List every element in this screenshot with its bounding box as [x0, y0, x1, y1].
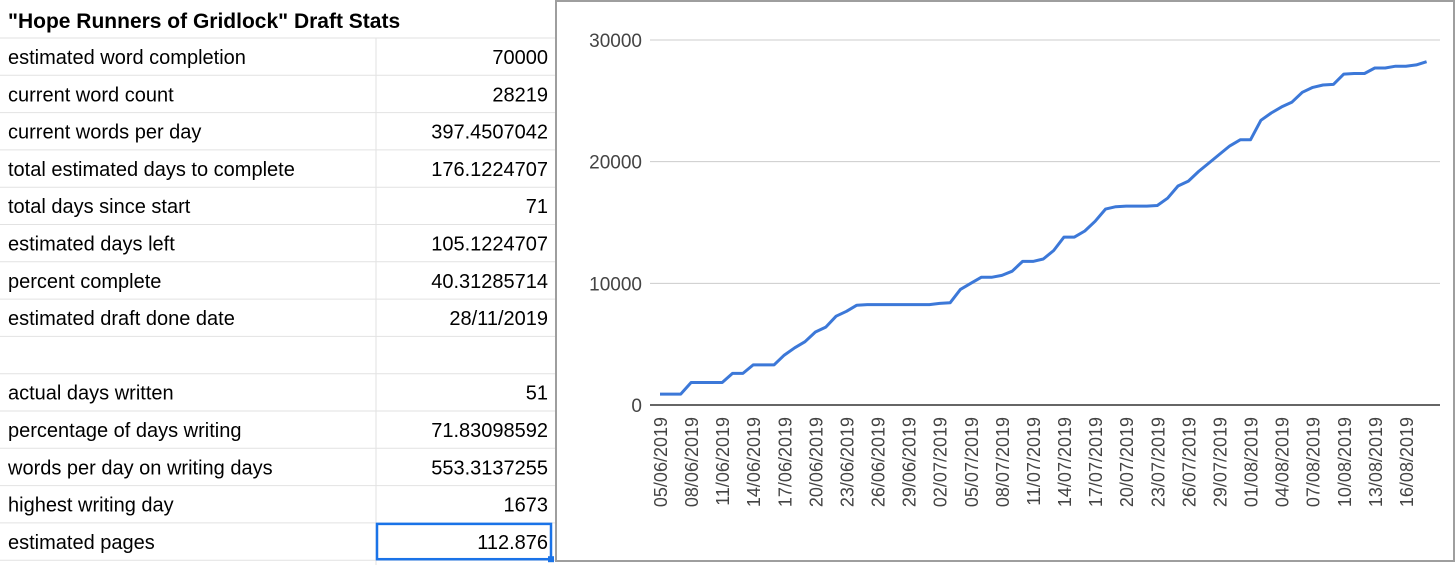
- sheet-title: "Hope Runners of Gridlock" Draft Stats: [8, 10, 400, 33]
- x-tick-label: 10/08/2019: [1335, 417, 1355, 507]
- x-tick-label: 17/07/2019: [1086, 417, 1106, 507]
- x-tick-label: 23/07/2019: [1148, 417, 1168, 507]
- row-value: 28219: [492, 84, 548, 106]
- row-value: 71.83098592: [431, 420, 548, 442]
- row-label: estimated days left: [8, 234, 175, 256]
- x-tick-label: 08/06/2019: [682, 417, 702, 507]
- x-tick-label: 11/07/2019: [1024, 417, 1044, 506]
- x-tick-label: 23/06/2019: [837, 417, 857, 507]
- row-label: percent complete: [8, 271, 161, 293]
- row-label: words per day on writing days: [7, 457, 273, 479]
- x-tick-label: 26/07/2019: [1179, 417, 1199, 507]
- y-tick-label: 20000: [589, 153, 642, 174]
- row-label: total estimated days to complete: [8, 159, 295, 181]
- selected-cell: [375, 522, 553, 561]
- row-label: total days since start: [8, 196, 191, 218]
- x-tick-label: 16/08/2019: [1397, 417, 1417, 507]
- x-tick-label: 20/07/2019: [1117, 417, 1137, 507]
- x-tick-label: 17/06/2019: [775, 417, 795, 507]
- table: estimated word completion 70000 current wo…: [0, 37, 556, 565]
- row-label: percentage of days writing: [8, 420, 241, 442]
- row-value: 70000: [492, 47, 548, 69]
- x-tick-label: 02/07/2019: [931, 417, 951, 507]
- x-tick-label: 13/08/2019: [1366, 417, 1386, 507]
- row-label: estimated pages: [8, 532, 155, 554]
- row-value: 176.1224707: [431, 159, 548, 181]
- y-tick-label: 0: [631, 396, 642, 417]
- x-tick-label: 14/06/2019: [744, 417, 764, 507]
- fill-handle: [548, 556, 554, 563]
- x-tick-label: 01/08/2019: [1242, 417, 1262, 507]
- row-label: highest writing day: [8, 495, 174, 517]
- x-tick-label: 29/07/2019: [1210, 417, 1230, 507]
- x-tick-label: 08/07/2019: [993, 417, 1013, 507]
- row-label: current words per day: [8, 122, 201, 144]
- x-tick-label: 14/07/2019: [1055, 417, 1075, 507]
- row-value: 112.876: [477, 532, 548, 554]
- x-tick-label: 20/06/2019: [806, 417, 826, 507]
- row-value: 397.4507042: [431, 122, 548, 144]
- x-tick-label: 29/06/2019: [900, 417, 920, 507]
- data-line: [660, 60, 1428, 396]
- row-label: current word count: [8, 84, 174, 106]
- x-tick-label: 26/06/2019: [869, 417, 889, 507]
- row-value: 105.1224707: [431, 234, 548, 256]
- row-value: 1673: [504, 495, 549, 517]
- row-value: 40.31285714: [431, 271, 548, 293]
- row-value: 553.3137255: [431, 457, 548, 479]
- row-label: estimated word completion: [8, 47, 246, 69]
- row-value: 51: [526, 383, 548, 405]
- row-value: 71: [526, 196, 548, 218]
- row-label: estimated draft done date: [8, 308, 235, 330]
- x-tick-label: 07/08/2019: [1304, 417, 1324, 507]
- chart: 0 10000 20000 30000 05/06/2019 08/06/2019 11/0…: [589, 31, 1440, 507]
- x-tick-label: 11/06/2019: [713, 417, 733, 506]
- x-tick-label: 05/06/2019: [651, 417, 671, 507]
- y-tick-label: 30000: [589, 31, 642, 52]
- row-label: actual days written: [8, 383, 174, 405]
- chart-panel: [555, 0, 1455, 562]
- x-tick-label: 04/08/2019: [1273, 417, 1293, 507]
- row-value: 28/11/2019: [449, 308, 548, 330]
- x-tick-label: 05/07/2019: [962, 417, 982, 507]
- y-tick-label: 10000: [589, 274, 642, 295]
